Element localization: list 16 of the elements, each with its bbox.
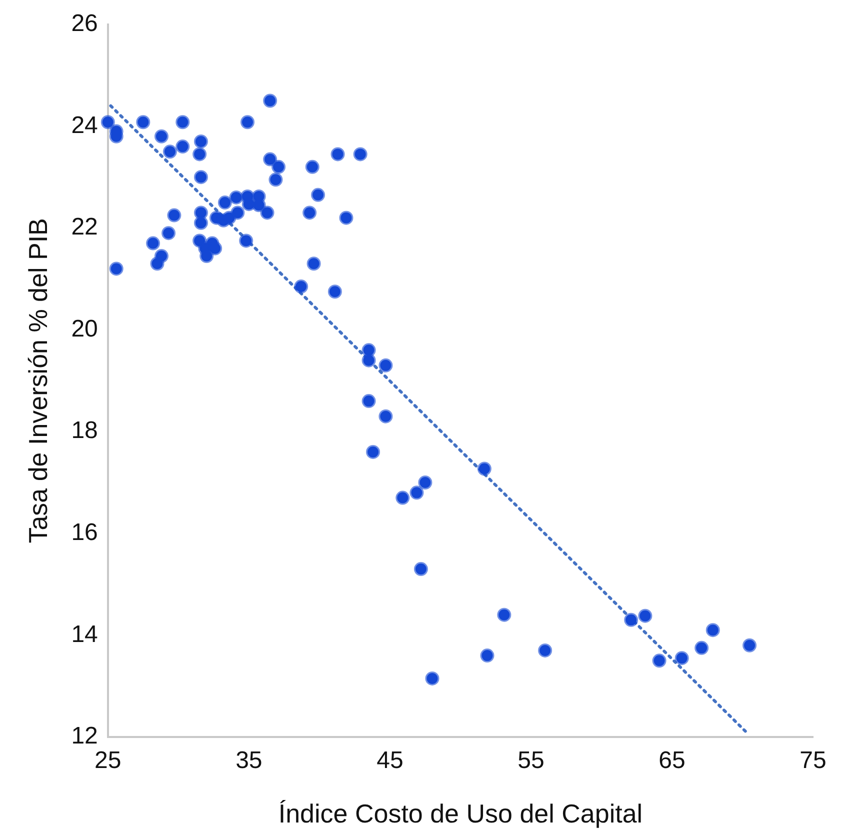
y-tick-label: 22	[71, 214, 98, 241]
x-axis-title: Índice Costo de Uso del Capital	[278, 798, 643, 829]
x-tick-label: 65	[658, 747, 686, 774]
y-tick-label: 20	[71, 315, 98, 342]
x-tick-label: 55	[518, 747, 544, 774]
x-tick-label: 75	[800, 747, 826, 774]
x-tick-label: 35	[236, 747, 262, 774]
y-axis-title: Tasa de Inversión % del PIB	[22, 218, 53, 544]
y-tick-label: 26	[71, 10, 98, 38]
y-tick-label: 18	[71, 417, 98, 444]
y-tick-label: 12	[71, 722, 98, 750]
y-tick-label: 14	[71, 620, 98, 648]
y-tick-label: 24	[71, 112, 98, 139]
x-tick-label: 45	[376, 747, 404, 774]
y-tick-label: 16	[71, 519, 98, 546]
x-tick-label: 25	[94, 747, 122, 774]
